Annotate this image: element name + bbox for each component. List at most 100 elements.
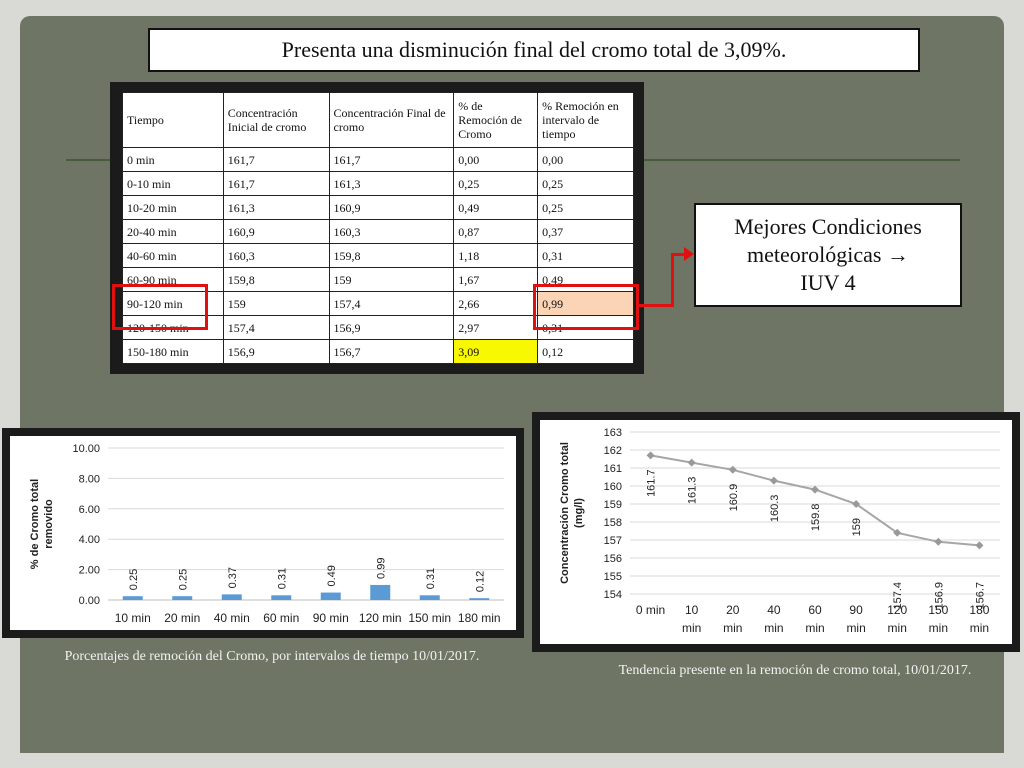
table-cell-remocion: 3,09 — [453, 339, 539, 364]
highlight-box-interval — [112, 284, 208, 330]
table-row: 150-180 min 156,9 156,7 3,09 0,12 — [122, 339, 634, 364]
line-data-label: 156.9 — [933, 582, 945, 610]
bar-data-label: 0.31 — [276, 568, 288, 589]
bar-x-tick-label: 20 min — [164, 611, 200, 625]
bar-y-axis-label-line1: % de Cromo total — [29, 479, 41, 569]
table-cell-final: 157,4 — [328, 291, 455, 316]
bar-x-tick-label: 120 min — [359, 611, 402, 625]
table-cell-tiempo: 20-40 min — [122, 219, 224, 244]
callout-line-3: IUV 4 — [800, 270, 856, 295]
connector-line-top — [671, 253, 686, 256]
line-y-tick-label: 158 — [604, 517, 622, 529]
table-header-row: Tiempo Concentración Inicial de cromo Co… — [122, 92, 634, 148]
connector-arrowhead — [684, 247, 694, 261]
table-cell-remocion: 2,66 — [453, 291, 539, 316]
bar-y-tick-label: 0.00 — [79, 595, 100, 607]
line-data-label: 160.3 — [769, 495, 781, 523]
table-cell-remocion: 0,25 — [453, 171, 539, 196]
table-cell-inicial: 159 — [222, 291, 330, 316]
table-cell-intervalo: 0,99 — [537, 291, 634, 316]
bar-chart-caption: Porcentajes de remoción del Cromo, por i… — [64, 649, 480, 664]
line-chart: 154 155 156 157 158 159 160 161 162 163 161.7 0 min… — [559, 427, 1000, 635]
line-chart-area: 154 155 156 157 158 159 160 161 162 163 161.7 0 min… — [540, 420, 1012, 644]
line-point — [975, 541, 984, 550]
line-data-label: 157.4 — [892, 582, 904, 610]
bar-40-min — [221, 594, 242, 600]
line-point — [811, 485, 819, 494]
table-cell-intervalo: 0,00 — [537, 147, 634, 172]
line-y-axis-label-line2: (mg/l) — [573, 498, 585, 528]
line-x-tick-label: 10 — [685, 603, 699, 617]
bar-10-min — [122, 596, 143, 600]
callout-line-2: meteorológicas → — [747, 242, 909, 267]
line-y-tick-label: 157 — [604, 535, 622, 547]
bar-180-min — [469, 598, 490, 600]
table-cell-inicial: 156,9 — [222, 339, 330, 364]
line-x-tick-label: 180 — [969, 603, 989, 617]
line-data-label: 161.7 — [646, 469, 658, 497]
line-data-label: 159.8 — [810, 504, 822, 532]
table-cell-intervalo: 0,25 — [537, 195, 634, 220]
line-point — [646, 451, 655, 460]
bar-y-tick-label: 2.00 — [79, 565, 100, 577]
bar-x-tick-label: 180 min — [458, 611, 501, 625]
table-cell-inicial: 161,7 — [222, 147, 330, 172]
bar-chart: 0.00 2.00 4.00 6.00 8.00 10.00 0.25 10 min 0.25 2… — [29, 443, 504, 625]
table-cell-final: 156,7 — [328, 339, 455, 364]
table-cell-tiempo: 150-180 min — [122, 339, 224, 364]
line-x-tick-label-unit: min — [764, 621, 783, 635]
line-y-tick-label: 163 — [604, 427, 622, 439]
connector-line-horizontal — [639, 304, 674, 307]
table-cell-inicial: 161,3 — [222, 195, 330, 220]
table-cell-inicial: 160,9 — [222, 219, 330, 244]
bar-90-min — [320, 592, 341, 600]
bar-y-axis-label-line2: removido — [43, 499, 55, 549]
bar-x-tick-label: 40 min — [214, 611, 250, 625]
bar-y-tick-label: 4.00 — [79, 534, 100, 546]
table-cell-intervalo: 0,37 — [537, 219, 634, 244]
bar-data-label: 0.25 — [177, 569, 189, 590]
bar-x-tick-label: 150 min — [408, 611, 451, 625]
bar-120-min — [370, 584, 391, 600]
table-cell-remocion: 0,49 — [453, 195, 539, 220]
data-table: Tiempo Concentración Inicial de cromo Co… — [122, 92, 634, 364]
line-chart-caption: Tendencia presente en la remoción de cro… — [618, 663, 972, 678]
line-data-label: 160.9 — [728, 484, 740, 512]
line-x-tick-label: 90 — [849, 603, 863, 617]
bar-60-min — [271, 595, 292, 600]
table-cell-inicial: 159,8 — [222, 267, 330, 292]
line-x-tick-label: 60 — [808, 603, 822, 617]
line-y-tick-label: 155 — [604, 571, 622, 583]
bar-chart-area: 0.00 2.00 4.00 6.00 8.00 10.00 0.25 10 min 0.25 2… — [10, 436, 516, 630]
line-point — [687, 458, 696, 467]
bar-data-label: 0.12 — [474, 571, 486, 592]
line-y-axis-label-line1: Concentración Cromo total — [559, 442, 571, 584]
line-point — [852, 500, 861, 508]
line-data-label: 156.7 — [974, 582, 986, 610]
table-cell-tiempo: 40-60 min — [122, 243, 224, 268]
table-cell-tiempo: 0 min — [122, 147, 224, 172]
bar-x-tick-label: 10 min — [115, 611, 151, 625]
header-remocion-intervalo: % Remoción en intervalo de tiempo — [537, 92, 634, 148]
table-row: 60-90 min 159,8 159 1,67 0,49 — [122, 267, 634, 292]
line-y-tick-label: 156 — [604, 553, 622, 565]
table-cell-final: 161,7 — [328, 147, 455, 172]
bar-data-label: 0.31 — [425, 568, 437, 589]
table-cell-remocion: 0,00 — [453, 147, 539, 172]
line-x-tick-label: 150 — [928, 603, 948, 617]
header-concentracion-inicial: Concentración Inicial de cromo — [222, 92, 330, 148]
table-cell-final: 160,9 — [328, 195, 455, 220]
highlight-box-removal — [533, 284, 639, 330]
bar-x-tick-label: 60 min — [263, 611, 299, 625]
line-y-tick-label: 159 — [604, 499, 622, 511]
bar-y-tick-label: 8.00 — [79, 473, 100, 485]
bar-20-min — [172, 596, 193, 600]
table-cell-final: 160,3 — [328, 219, 455, 244]
line-y-tick-label: 162 — [604, 445, 622, 457]
slide-title: Presenta una disminución final del cromo… — [148, 28, 920, 72]
table-row: 10-20 min 161,3 160,9 0,49 0,25 — [122, 195, 634, 220]
table-cell-intervalo: 0,25 — [537, 171, 634, 196]
bar-x-tick-label: 90 min — [313, 611, 349, 625]
line-x-tick-label: 20 — [726, 603, 740, 617]
bar-data-label: 0.49 — [326, 565, 338, 586]
